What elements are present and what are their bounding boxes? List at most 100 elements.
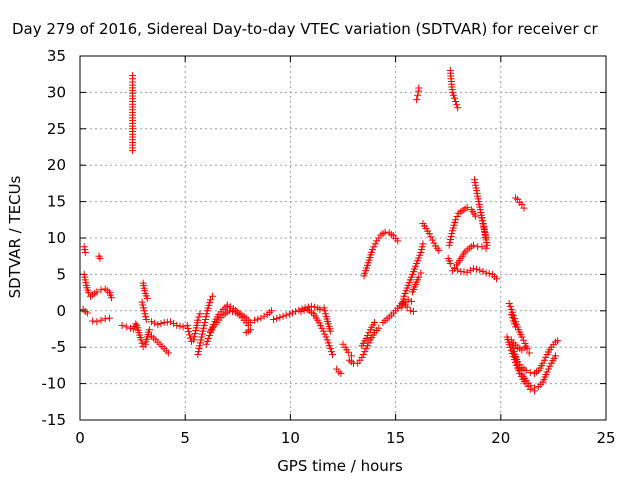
- data-point: [394, 237, 402, 245]
- data-point: [552, 352, 560, 360]
- data-point: [184, 325, 192, 333]
- data-point: [428, 236, 436, 244]
- data-point: [195, 313, 203, 321]
- data-point: [289, 309, 297, 317]
- grid-lines: [80, 56, 606, 420]
- data-point: [509, 317, 517, 325]
- data-point: [148, 318, 156, 326]
- data-point: [93, 288, 101, 296]
- data-point: [202, 340, 210, 348]
- data-point: [319, 327, 327, 335]
- data-point: [194, 316, 202, 324]
- data-point: [209, 292, 217, 300]
- data-point: [179, 323, 187, 331]
- data-point: [521, 343, 529, 351]
- data-point: [526, 385, 534, 393]
- data-point: [418, 243, 426, 251]
- data-point: [448, 88, 456, 96]
- data-point: [479, 267, 487, 275]
- data-point: [321, 307, 329, 315]
- data-point: [142, 316, 150, 324]
- data-point: [361, 348, 369, 356]
- data-point: [516, 369, 524, 377]
- data-point: [80, 243, 88, 251]
- data-point: [507, 346, 515, 354]
- data-point: [190, 336, 198, 344]
- data-point: [448, 230, 456, 238]
- data-point: [105, 314, 113, 322]
- data-point: [326, 327, 334, 335]
- x-tick-label: 25: [596, 429, 615, 447]
- data-point: [413, 96, 421, 104]
- data-point: [344, 348, 352, 356]
- data-point: [453, 213, 461, 221]
- data-point: [485, 270, 493, 278]
- data-point: [419, 240, 427, 248]
- data-point: [154, 321, 162, 329]
- data-point: [543, 368, 551, 376]
- data-point: [510, 356, 518, 364]
- data-point: [404, 296, 412, 304]
- x-tick-label: 5: [180, 429, 190, 447]
- data-point: [479, 220, 487, 228]
- y-axis-label: SDTVAR / TECUs: [6, 175, 24, 298]
- data-point: [519, 336, 527, 344]
- data-point: [129, 72, 137, 80]
- data-point: [223, 301, 231, 309]
- data-point: [522, 366, 530, 374]
- data-point: [452, 98, 460, 105]
- data-point: [509, 353, 517, 361]
- data-point: [381, 228, 389, 236]
- data-point: [546, 362, 554, 370]
- data-point: [138, 339, 146, 347]
- data-point: [482, 244, 490, 252]
- data-point: [512, 358, 520, 366]
- data-point: [472, 212, 480, 220]
- data-point: [463, 268, 471, 276]
- data-point: [359, 350, 367, 358]
- data-point: [297, 308, 305, 316]
- data-point: [246, 326, 254, 334]
- data-point: [202, 313, 210, 321]
- data-point: [417, 249, 425, 257]
- data-point: [478, 243, 486, 251]
- data-point: [318, 324, 326, 332]
- data-point: [362, 345, 370, 353]
- data-points: [79, 67, 562, 395]
- data-point: [316, 305, 324, 313]
- data-point: [84, 289, 92, 297]
- data-point: [326, 345, 334, 353]
- y-tick-label: -10: [42, 375, 67, 393]
- data-point: [194, 350, 202, 358]
- data-point: [191, 330, 199, 338]
- data-point: [200, 321, 208, 329]
- data-point: [371, 318, 379, 326]
- data-point: [414, 91, 422, 99]
- axis-ticks: [79, 55, 607, 421]
- data-point: [506, 343, 514, 351]
- data-point: [478, 214, 486, 222]
- data-point: [195, 345, 203, 353]
- data-point: [406, 307, 414, 315]
- data-point: [122, 323, 130, 331]
- data-point: [479, 217, 487, 225]
- y-tick-label: 15: [47, 193, 66, 211]
- data-point: [270, 316, 278, 324]
- data-point: [483, 241, 491, 249]
- data-point: [469, 241, 477, 249]
- data-point: [540, 356, 548, 364]
- data-point: [518, 333, 526, 341]
- data-point: [364, 332, 372, 340]
- data-point: [451, 265, 459, 273]
- data-point: [525, 349, 533, 357]
- data-point: [273, 314, 281, 322]
- data-point: [473, 265, 481, 273]
- data-point: [320, 304, 328, 312]
- data-point: [157, 320, 165, 328]
- data-point: [435, 246, 443, 254]
- data-point: [446, 238, 454, 246]
- data-point: [371, 240, 379, 248]
- data-point: [520, 204, 528, 212]
- data-point: [466, 266, 474, 274]
- data-point: [246, 318, 254, 326]
